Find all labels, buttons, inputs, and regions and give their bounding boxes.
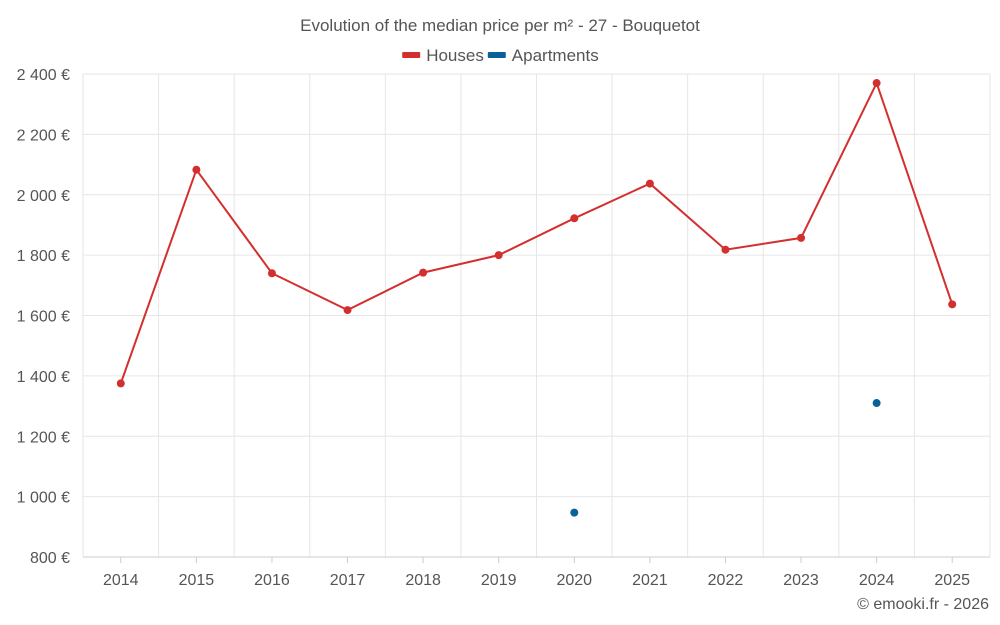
legend: Houses Apartments — [402, 46, 599, 65]
data-point-houses[interactable] — [721, 245, 730, 254]
x-tick-label: 2022 — [708, 572, 744, 589]
series-line-houses — [119, 80, 954, 384]
series-houses — [116, 79, 957, 388]
y-tick-label: 2 200 € — [17, 127, 70, 144]
data-point-houses[interactable] — [267, 269, 276, 278]
legend-item-houses[interactable]: Houses — [402, 46, 484, 65]
credit-text: © emooki.fr - 2026 — [857, 596, 989, 613]
data-point-houses[interactable] — [872, 79, 881, 88]
y-tick-label: 1 200 € — [17, 429, 70, 446]
data-point-apartments[interactable] — [570, 508, 579, 517]
x-tick-label: 2014 — [103, 572, 139, 589]
legend-swatch — [487, 52, 506, 58]
x-tick-label: 2017 — [330, 572, 366, 589]
y-axis: 800 € 1 000 € 1 200 € 1 400 € 1 600 € 1 800 €… — [17, 67, 70, 567]
y-tick-label: 1 400 € — [17, 369, 70, 386]
y-tick-label: 2 000 € — [17, 188, 70, 205]
y-tick-label: 1 800 € — [17, 248, 70, 265]
legend-item-apartments[interactable]: Apartments — [487, 46, 599, 65]
data-point-houses[interactable] — [419, 268, 428, 277]
y-tick-label: 800 € — [30, 550, 70, 567]
x-tick-label: 2016 — [254, 572, 290, 589]
x-tick-label: 2020 — [556, 572, 592, 589]
x-tick-label: 2019 — [481, 572, 517, 589]
legend-label: Apartments — [512, 46, 599, 65]
x-axis: 2014 2015 2016 2017 2018 2019 2020 2021 2022 2023… — [103, 557, 970, 589]
x-tick-label: 2025 — [934, 572, 970, 589]
data-point-houses[interactable] — [192, 165, 201, 174]
data-point-houses[interactable] — [797, 233, 806, 242]
y-tick-label: 1 600 € — [17, 309, 70, 326]
legend-label: Houses — [426, 46, 484, 65]
data-point-apartments[interactable] — [872, 399, 881, 408]
y-tick-label: 2 400 € — [17, 67, 70, 84]
data-point-houses[interactable] — [948, 300, 957, 309]
data-point-houses[interactable] — [343, 306, 352, 315]
series-apartments — [570, 399, 881, 517]
x-tick-label: 2023 — [783, 572, 819, 589]
data-point-houses[interactable] — [645, 179, 654, 188]
data-point-houses[interactable] — [570, 214, 579, 223]
x-tick-label: 2024 — [859, 572, 895, 589]
chart-title: Evolution of the median price per m² - 2… — [300, 16, 700, 35]
legend-swatch — [402, 52, 421, 58]
x-tick-label: 2015 — [179, 572, 215, 589]
grid — [82, 73, 991, 558]
x-tick-label: 2021 — [632, 572, 668, 589]
series — [116, 79, 957, 517]
data-point-houses[interactable] — [494, 251, 503, 260]
x-tick-label: 2018 — [405, 572, 441, 589]
y-tick-label: 1 000 € — [17, 490, 70, 507]
data-point-houses[interactable] — [116, 379, 125, 388]
